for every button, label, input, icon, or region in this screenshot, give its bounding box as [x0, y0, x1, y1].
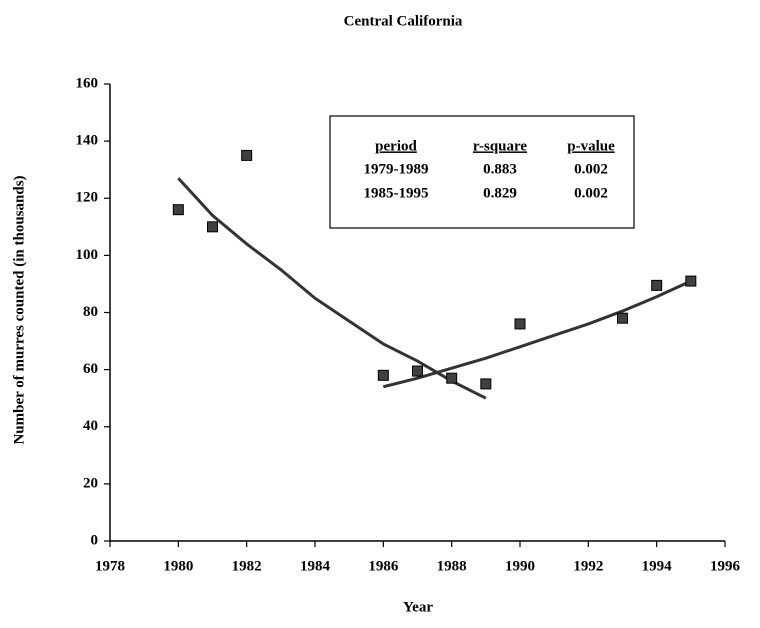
data-point: [377, 369, 389, 381]
data-point: [685, 275, 697, 287]
y-tick-label: 40: [83, 418, 98, 434]
table-cell: 0.883: [483, 161, 517, 177]
table-header: p-value: [567, 138, 615, 154]
table-cell: 0.002: [574, 161, 608, 177]
trend-line: [382, 279, 692, 389]
data-point: [446, 372, 458, 384]
y-tick-label: 120: [76, 190, 99, 206]
x-tick-label: 1980: [163, 558, 193, 574]
data-point: [172, 204, 184, 216]
table-cell: 0.002: [574, 185, 608, 201]
y-tick-label: 100: [76, 247, 99, 263]
x-tick-label: 1988: [437, 558, 467, 574]
y-tick-label: 140: [76, 133, 99, 149]
chart-title: Central California: [344, 13, 463, 29]
x-tick-label: 1992: [573, 558, 603, 574]
x-axis-label: Year: [403, 599, 433, 615]
x-tick-label: 1978: [95, 558, 125, 574]
y-tick-label: 80: [83, 304, 98, 320]
x-tick-label: 1982: [232, 558, 262, 574]
data-point: [617, 312, 628, 324]
x-tick-label: 1996: [710, 558, 741, 574]
y-tick-label: 160: [76, 75, 99, 91]
y-tick-label: 20: [83, 475, 98, 491]
data-point: [412, 365, 423, 377]
y-tick-label: 0: [91, 532, 99, 548]
table-cell: 1985-1995: [364, 185, 429, 201]
data-point: [241, 149, 253, 161]
data-point: [514, 318, 526, 330]
stats-box: [329, 115, 635, 229]
x-tick-label: 1984: [300, 558, 331, 574]
data-point: [651, 279, 663, 291]
x-tick-label: 1990: [505, 558, 535, 574]
y-tick-label: 60: [83, 361, 98, 377]
table-header: period: [375, 138, 417, 154]
x-tick-label: 1986: [368, 558, 399, 574]
data-point: [480, 378, 492, 390]
table-cell: 0.829: [483, 185, 517, 201]
table-header: r-square: [473, 138, 528, 154]
x-tick-label: 1994: [642, 558, 673, 574]
table-cell: 1979-1989: [364, 161, 429, 177]
y-axis-label: Number of murres counted (in thousands): [11, 175, 27, 444]
trend-line: [177, 177, 487, 400]
data-point: [207, 221, 218, 233]
